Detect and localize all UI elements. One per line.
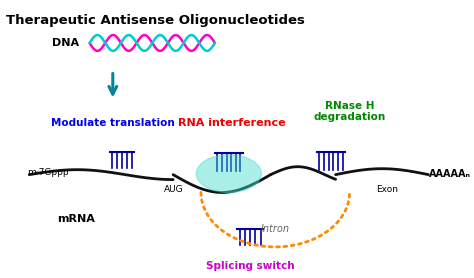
Text: RNase H
degradation: RNase H degradation xyxy=(313,101,386,122)
Text: DNA: DNA xyxy=(53,38,80,48)
Text: mRNA: mRNA xyxy=(57,214,95,224)
Text: AAAAAₙ: AAAAAₙ xyxy=(428,169,471,179)
Ellipse shape xyxy=(196,155,261,192)
Text: RNA interference: RNA interference xyxy=(178,118,285,128)
Text: Splicing switch: Splicing switch xyxy=(206,261,294,271)
Text: Therapeutic Antisense Oligonucleotides: Therapeutic Antisense Oligonucleotides xyxy=(6,14,305,27)
Text: Exon: Exon xyxy=(376,185,398,193)
Text: Intron: Intron xyxy=(261,224,290,234)
Text: AUG: AUG xyxy=(164,185,184,193)
Text: m·7Gppp: m·7Gppp xyxy=(27,168,69,177)
Text: Modulate translation: Modulate translation xyxy=(51,118,175,128)
